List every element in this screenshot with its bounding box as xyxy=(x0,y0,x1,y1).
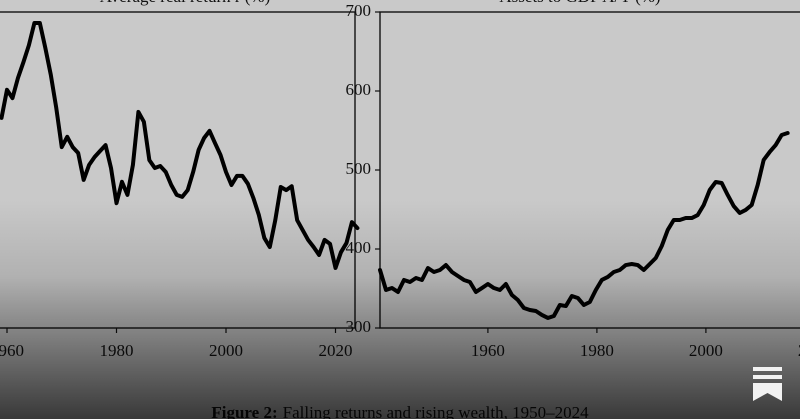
x-tick-label: 2000 xyxy=(689,341,723,360)
x-tick-label: 2020 xyxy=(319,341,353,360)
y-tick-label: 600 xyxy=(346,80,372,99)
x-tick-label: 2000 xyxy=(209,341,243,360)
bookmark-icon[interactable] xyxy=(753,367,782,401)
y-tick-label: 700 xyxy=(346,1,372,20)
plot-frame xyxy=(379,11,800,329)
x-tick-label: 1980 xyxy=(100,341,134,360)
data-line xyxy=(0,21,360,270)
x-tick-label: 1960 xyxy=(471,341,505,360)
caption-label: Figure 2: xyxy=(211,403,277,419)
charts: Average real return r (%) 1960 1980 2000 202… xyxy=(0,0,800,360)
caption: Figure 2: Falling returns and rising weal… xyxy=(211,403,589,419)
x-tick-label: 1960 xyxy=(0,341,24,360)
y-tick-label: 300 xyxy=(346,317,372,336)
x-tick-label: 1980 xyxy=(580,341,614,360)
caption-text: Falling returns and rising wealth, 1950–… xyxy=(283,403,589,419)
chart-title: Average real return r (%) xyxy=(100,0,271,6)
y-tick-label: 400 xyxy=(346,238,372,257)
shade-overlay xyxy=(0,200,800,419)
plot-frame xyxy=(0,11,356,329)
y-tick-label: 500 xyxy=(346,159,372,178)
data-line xyxy=(378,131,790,320)
chart-title: Assets to GDP A/Y (%) xyxy=(499,0,660,6)
